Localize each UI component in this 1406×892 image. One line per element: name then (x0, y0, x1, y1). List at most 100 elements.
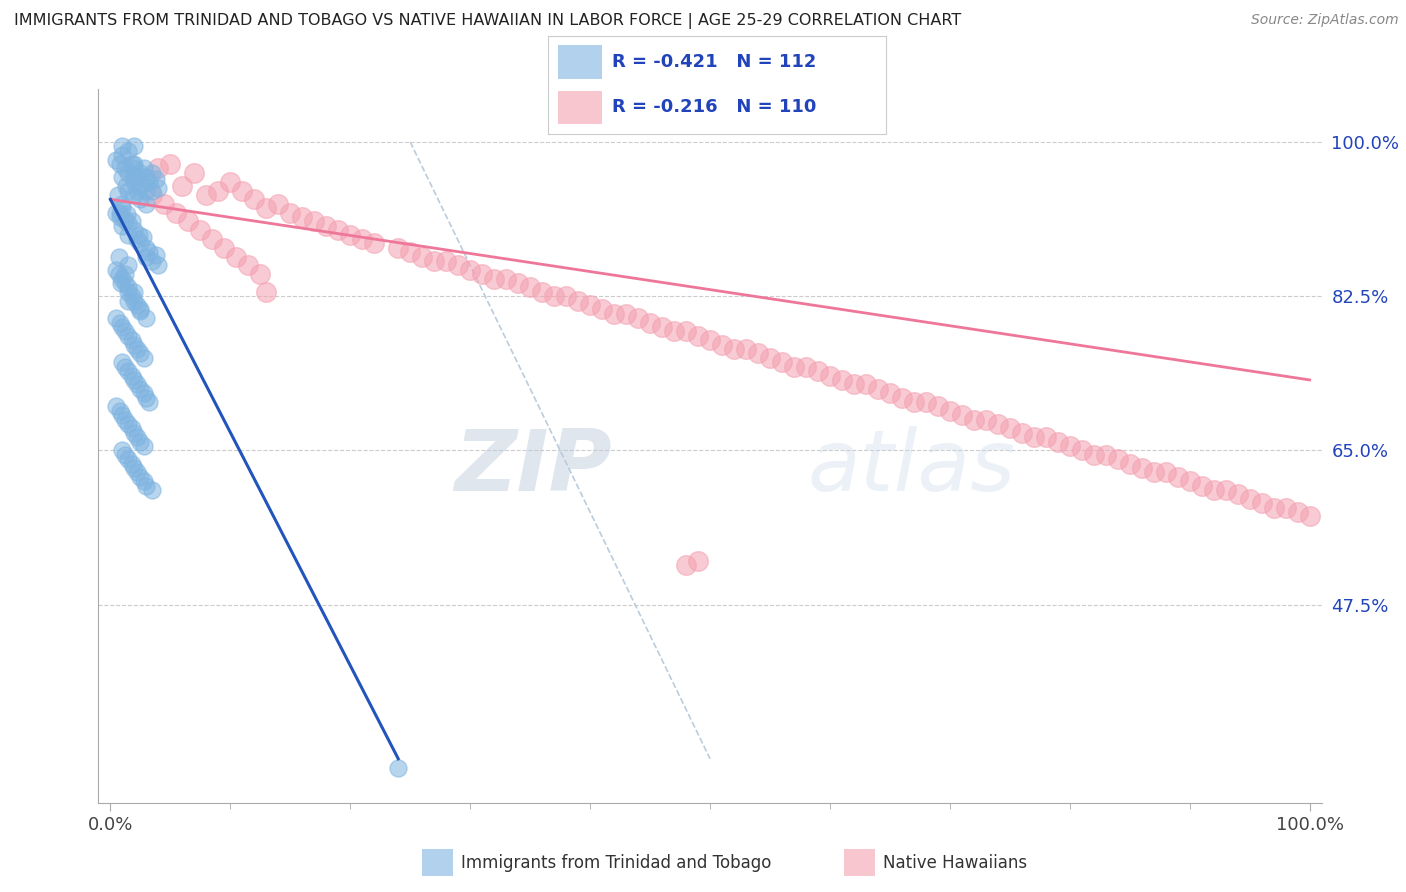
Text: Source: ZipAtlas.com: Source: ZipAtlas.com (1251, 13, 1399, 28)
Point (1119, 457, 1142, 471)
Point (121, 421, 143, 435)
Point (129, 236, 152, 251)
Point (108, 210, 131, 224)
Point (125, 377, 148, 392)
Point (124, 139, 146, 153)
Point (135, 391, 157, 405)
Point (108, 403, 131, 417)
Point (124, 293, 146, 308)
Point (201, 232, 224, 246)
Point (1239, 491, 1261, 506)
Point (278, 205, 301, 219)
Point (117, 184, 139, 198)
Point (124, 461, 146, 475)
Point (866, 382, 889, 396)
Point (108, 157, 131, 171)
Point (115, 207, 138, 221)
Point (807, 364, 830, 378)
Point (124, 223, 146, 237)
Point (1250, 496, 1272, 510)
Point (129, 434, 152, 449)
Point (129, 382, 152, 396)
Point (352, 232, 374, 246)
Point (105, 205, 128, 219)
Point (111, 170, 134, 185)
Point (831, 373, 853, 387)
Point (105, 262, 128, 277)
Point (1070, 443, 1092, 458)
Point (1274, 500, 1296, 515)
Point (735, 342, 758, 356)
Point (110, 276, 132, 290)
Point (254, 201, 277, 215)
Point (238, 259, 260, 273)
Point (591, 302, 613, 317)
Point (125, 298, 148, 312)
Point (939, 403, 962, 417)
Text: ZIP: ZIP (454, 425, 612, 509)
Point (423, 254, 446, 268)
Point (117, 227, 139, 242)
Point (114, 161, 136, 176)
Point (121, 368, 143, 383)
Point (387, 241, 409, 255)
Point (1046, 434, 1069, 449)
Point (207, 184, 229, 198)
Point (447, 259, 470, 273)
Point (177, 214, 200, 228)
Point (291, 210, 314, 224)
Point (117, 144, 139, 158)
Point (363, 236, 385, 251)
Point (117, 417, 139, 431)
Point (315, 219, 337, 233)
Point (114, 212, 136, 227)
Point (675, 558, 697, 572)
Point (699, 333, 721, 347)
Point (1286, 505, 1309, 519)
Point (172, 179, 194, 194)
Point (818, 368, 841, 383)
Point (1035, 430, 1057, 444)
Point (111, 219, 134, 233)
Point (855, 377, 877, 392)
Point (135, 170, 157, 185)
Point (114, 448, 136, 462)
Point (132, 386, 155, 401)
Point (1154, 466, 1177, 480)
Point (1298, 509, 1320, 524)
Point (135, 478, 157, 492)
Point (121, 157, 143, 171)
Point (495, 271, 517, 285)
Point (195, 188, 218, 202)
Bar (558, 45, 602, 78)
Point (111, 443, 134, 458)
Point (124, 337, 146, 351)
Point (183, 166, 205, 180)
Text: Native Hawaiians: Native Hawaiians (883, 854, 1028, 871)
Point (125, 430, 148, 444)
Point (328, 223, 350, 237)
Point (153, 196, 176, 211)
Point (117, 329, 139, 343)
Point (135, 241, 157, 255)
Point (141, 483, 163, 497)
Point (723, 342, 745, 356)
Point (138, 395, 160, 409)
Point (399, 245, 422, 260)
Point (141, 254, 163, 268)
Point (138, 245, 160, 260)
Point (129, 179, 152, 194)
Point (114, 276, 136, 290)
Point (148, 259, 170, 273)
Point (638, 316, 661, 330)
Text: atlas: atlas (808, 425, 1017, 509)
Point (141, 166, 163, 180)
Point (1143, 466, 1166, 480)
Point (165, 205, 187, 219)
Point (555, 289, 578, 303)
Point (124, 425, 146, 440)
Point (124, 157, 146, 171)
Point (686, 329, 709, 343)
Point (111, 201, 134, 215)
Point (111, 148, 134, 162)
